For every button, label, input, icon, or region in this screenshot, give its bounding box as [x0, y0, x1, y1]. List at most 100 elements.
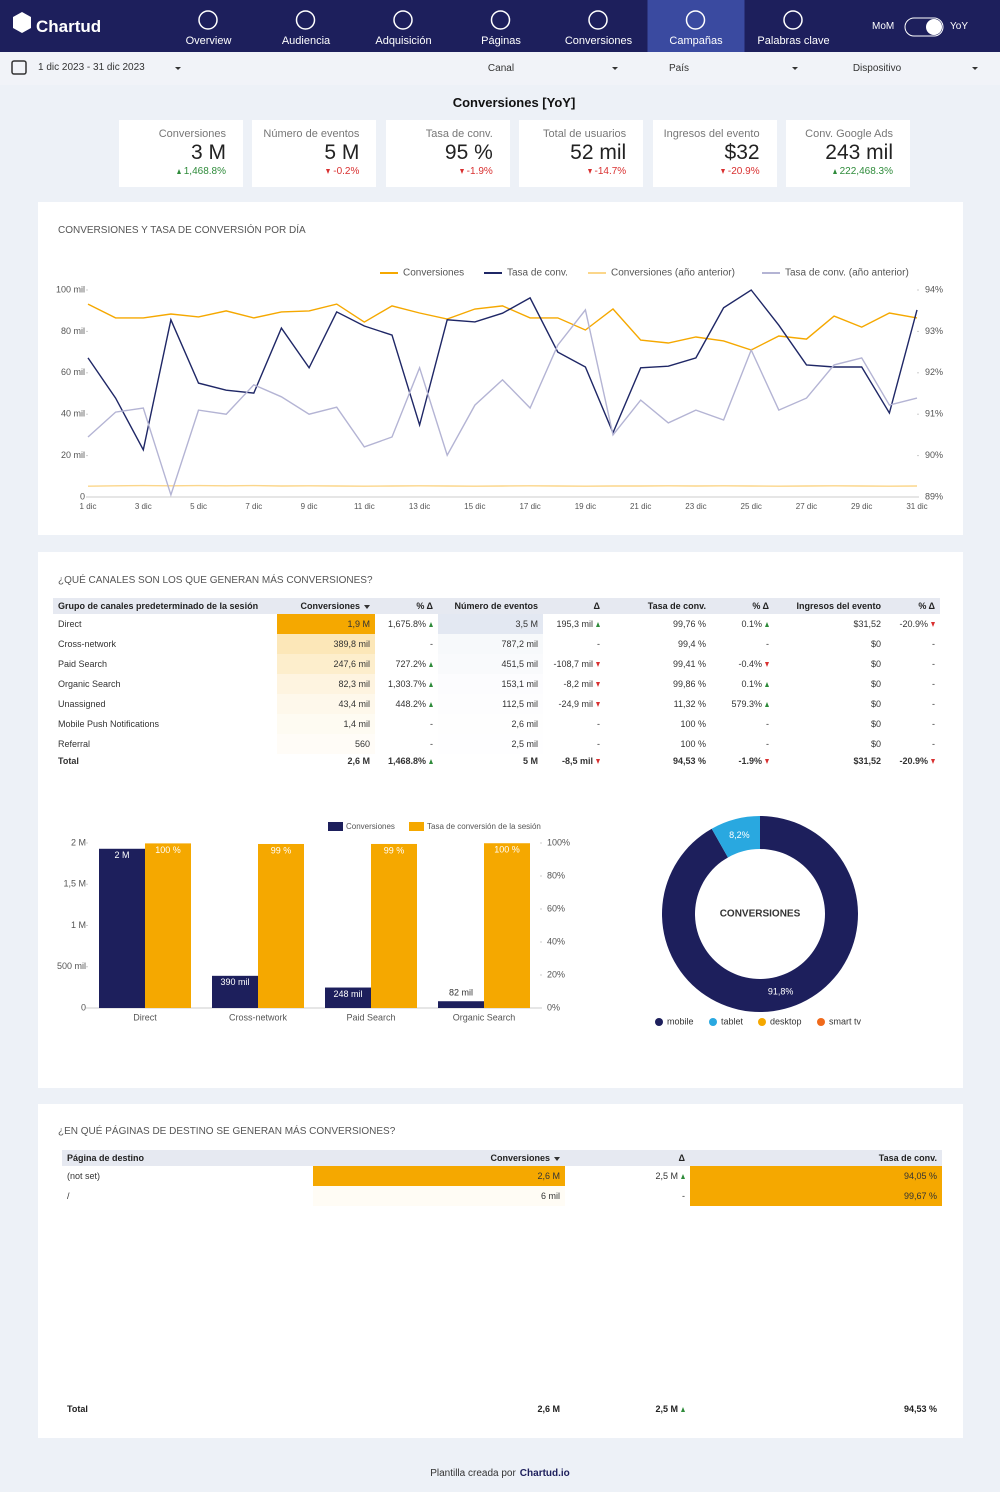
cell-text: - [766, 739, 769, 749]
tick-label: 80% [547, 870, 565, 880]
data-table: Página de destino Conversiones Δ Tasa de co… [62, 1150, 942, 1416]
cell-text: (not set) [67, 1171, 101, 1181]
table-cell: - [375, 734, 438, 754]
data-label: 99 % [271, 845, 292, 855]
nav-item[interactable]: Overview [185, 35, 232, 47]
nav-item[interactable]: Palabras clave [757, 35, 830, 47]
table-cell: 448.2% [375, 694, 438, 714]
column-header[interactable]: % Δ [711, 598, 774, 614]
table-cell: - [886, 674, 940, 694]
tick-label: 93% [925, 326, 943, 336]
nav-item[interactable]: Conversiones [564, 35, 633, 47]
table-cell: 5 M [438, 754, 543, 768]
column-header[interactable]: % Δ [886, 598, 940, 614]
column-header[interactable]: Conversiones [313, 1150, 565, 1166]
kpi-card: Ingresos del evento $32 -20.9% [652, 120, 777, 187]
column-header[interactable]: Tasa de conv. [605, 598, 711, 614]
nav-item[interactable]: Campañas [669, 35, 723, 47]
tick-label: 500 mil [57, 961, 86, 971]
table-cell: 43,4 mil [277, 694, 375, 714]
footer-link[interactable]: Chartud.io [519, 1468, 570, 1479]
column-header[interactable]: % Δ [375, 598, 438, 614]
arrow-down [596, 759, 600, 765]
table-cell: 2,5 mil [438, 734, 543, 754]
arrow-down [765, 759, 769, 765]
dropdown-caret [792, 67, 798, 70]
column-header[interactable]: Página de destino [62, 1150, 313, 1166]
table-row: (not set) 2,6 M 2,5 M 94,05 % [62, 1166, 942, 1186]
nav-icon [393, 10, 413, 30]
nav-item[interactable]: Páginas [481, 35, 521, 47]
kpi-card: Tasa de conv. 95 % -1.9% [385, 120, 510, 187]
tick-label: 60 mil [61, 367, 85, 377]
sort-caret [364, 604, 370, 609]
table-cell: 2,6 M [277, 754, 375, 768]
tick-label: 1 M [71, 920, 86, 930]
column-header[interactable]: Grupo de canales predeterminado de la se… [53, 598, 277, 614]
arrow-down [459, 168, 464, 174]
cell-text: - [932, 719, 935, 729]
dropdown-caret [972, 67, 978, 70]
cell-text: 451,5 mil [501, 659, 538, 669]
footer: Plantilla creada por Chartud.io [0, 1468, 1000, 1479]
logo: Chartud [36, 17, 102, 36]
arrow-up [176, 168, 181, 174]
cell-text: 2,6 M [537, 1404, 560, 1414]
arrow-up [765, 702, 769, 708]
table-cell: 1,9 M [277, 614, 375, 634]
column-header[interactable]: Conversiones [277, 598, 375, 614]
table-cell: $0 [774, 714, 886, 734]
line-series [87, 289, 918, 452]
cell-text: $0 [870, 719, 881, 729]
cell-text: 0.1% [741, 679, 762, 689]
nav-item[interactable]: Adquisición [375, 35, 432, 47]
cell-text: 389,8 mil [333, 639, 370, 649]
cell-text: $31,52 [853, 756, 881, 766]
kpi-card: Total de usuarios 52 mil -14.7% [519, 120, 644, 187]
cell-text: 247,6 mil [333, 659, 370, 669]
table-cell: 0.1% [711, 614, 774, 634]
date-filter[interactable]: 1 dic 2023 - 31 dic 2023 [38, 62, 145, 73]
cell-text: $0 [870, 639, 881, 649]
kpi-card: Número de eventos 5 M -0.2% [252, 120, 377, 187]
table-cell: -0.4% [711, 654, 774, 674]
column-header[interactable]: Δ [565, 1150, 690, 1166]
data-label: 390 mil [220, 977, 249, 987]
toggle-label[interactable]: MoM [872, 21, 895, 32]
table-cell: 451,5 mil [438, 654, 543, 674]
column-header[interactable]: Número de eventos [438, 598, 543, 614]
cell-text: 100 % [680, 719, 706, 729]
cell-text: 94,53 % [672, 756, 706, 766]
cell-text: 112,5 mil [502, 699, 538, 709]
x-tick-label: 1 dic [80, 502, 97, 511]
nav-item[interactable]: Audiencia [281, 35, 331, 47]
table-row: Mobile Push Notifications 1,4 mil - 2,6 mil… [53, 714, 940, 734]
filter[interactable]: Dispositivo [852, 63, 902, 74]
filter[interactable]: País [668, 63, 689, 74]
table-cell: 99,41 % [605, 654, 711, 674]
table-cell: 82,3 mil [277, 674, 375, 694]
toggle-knob [926, 19, 942, 35]
kpi-delta-row: 222,468.3% [786, 166, 893, 177]
table-row: Paid Search 247,6 mil 727.2% 451,5 mil -108,… [53, 654, 940, 674]
arrow-down [931, 759, 935, 765]
cell-text: 1,675.8% [387, 619, 426, 629]
donut-center-label: CONVERSIONES [720, 909, 801, 920]
kpi-delta-row: -0.2% [252, 166, 359, 177]
kpi-delta: -1.9% [466, 166, 493, 177]
tick-label: 20 mil [61, 450, 85, 460]
total-row: Total 2,6 M 2,5 M 94,53 % [62, 1402, 942, 1416]
tick-label: 90% [925, 450, 943, 460]
table-cell: 99,86 % [605, 674, 711, 694]
footer-text: Plantilla creada por [430, 1468, 516, 1479]
column-header[interactable]: Ingresos del evento [774, 598, 886, 614]
table-cell: 94,53 % [690, 1402, 942, 1416]
arrow-up [429, 622, 433, 628]
column-header[interactable]: Δ [543, 598, 605, 614]
filter[interactable]: Canal [487, 63, 515, 74]
column-header[interactable]: Tasa de conv. [690, 1150, 942, 1166]
table-cell: Mobile Push Notifications [53, 714, 277, 734]
cell-text: 6 mil [540, 1191, 560, 1201]
cell-text: 3,5 M [515, 619, 538, 629]
toggle-label[interactable]: YoY [950, 21, 968, 32]
